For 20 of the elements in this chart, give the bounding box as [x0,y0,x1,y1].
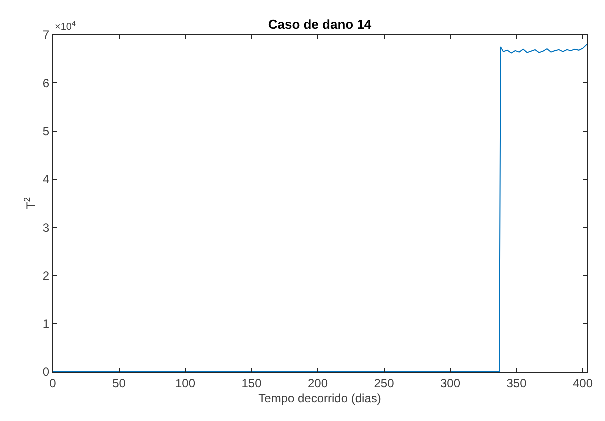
y-tick-label: 2 [42,268,50,283]
line-series [53,44,587,372]
x-axis-title: Tempo decorrido (dias) [258,391,382,406]
x-tick-label: 350 [506,376,528,390]
text: ×10$^{4}$ [55,21,76,34]
x-tick-label: 50 [112,376,126,390]
x-tick-label: 400 [573,376,594,390]
y-tick-label: 4 [42,172,50,187]
y-tick-label: 6 [42,76,50,90]
x-tick-label: 100 [175,376,196,390]
y-tick-label: 1 [42,317,50,332]
y-tick-label: 7 [42,28,50,42]
x-tick-label: 200 [308,376,328,390]
y-tick-label: 3 [42,220,50,235]
chart-title: Caso de dano 14 [268,17,372,32]
y-tick-label: 5 [42,124,50,138]
x-tick-label: 150 [242,376,262,390]
y-tick-label: 0 [42,365,50,380]
x-tick-label: 300 [440,376,461,390]
x-tick-label: 250 [374,376,395,390]
